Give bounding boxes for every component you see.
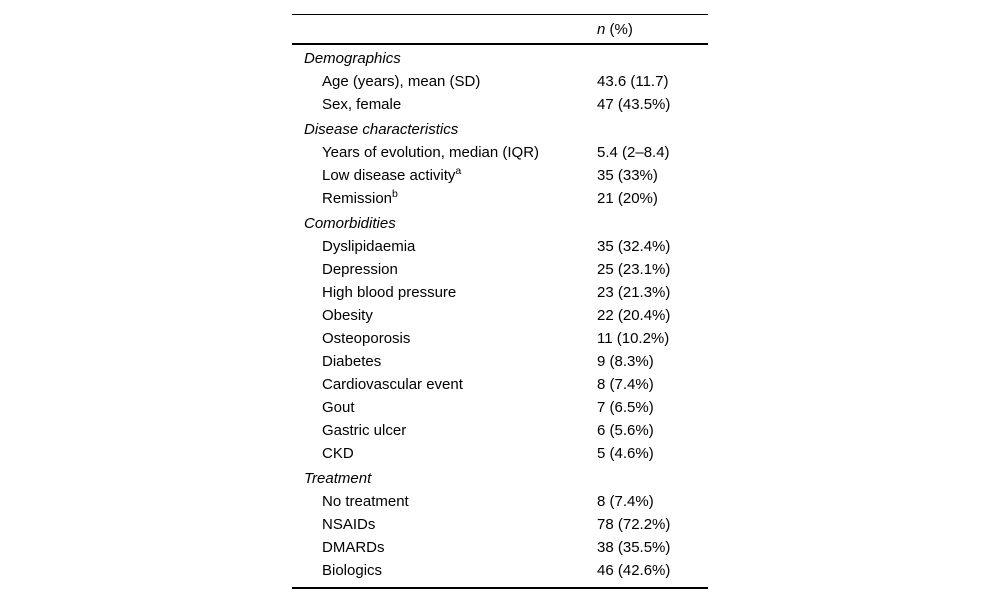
row-label-text: Remission (322, 190, 393, 207)
table-row-sex-female: Sex, female 47 (43.5%) (292, 93, 708, 116)
table-row-age: Age (years), mean (SD) 43.6 (11.7) (292, 70, 708, 93)
row-label: Age (years), mean (SD) (322, 73, 481, 90)
table-row-gastric-ulcer: Gastric ulcer 6 (5.6%) (292, 419, 708, 442)
table-row-diabetes: Diabetes 9 (8.3%) (292, 350, 708, 373)
table-row-dyslipidaemia: Dyslipidaemia 35 (32.4%) (292, 235, 708, 258)
row-value: 7 (6.5%) (597, 399, 654, 416)
section-row-comorbidities: Comorbidities (292, 212, 708, 235)
header-n-symbol: n (597, 20, 606, 38)
table-body: Demographics Age (years), mean (SD) 43.6… (292, 47, 708, 589)
row-label: Years of evolution, median (IQR) (322, 144, 540, 161)
table-row-low-disease-activity: Low disease activitya 35 (33%) (292, 164, 708, 187)
row-value: 43.6 (11.7) (597, 73, 669, 90)
footnote-marker-a: a (455, 165, 462, 177)
table-row-ckd: CKD 5 (4.6%) (292, 442, 708, 465)
row-label: Diabetes (322, 353, 382, 370)
row-label: Sex, female (322, 96, 402, 113)
table-row-gout: Gout 7 (6.5%) (292, 396, 708, 419)
row-label: Osteoporosis (322, 330, 411, 347)
section-row-disease-characteristics: Disease characteristics (292, 118, 708, 141)
row-label: Biologics (322, 562, 383, 579)
table-row-depression: Depression 25 (23.1%) (292, 258, 708, 281)
row-value: 35 (32.4%) (597, 238, 671, 255)
footnote-marker-b: b (392, 188, 398, 200)
table-row-remission: Remissionb 21 (20%) (292, 187, 708, 210)
row-value: 25 (23.1%) (597, 261, 671, 278)
table-row-years-of-evolution: Years of evolution, median (IQR) 5.4 (2–… (292, 141, 708, 164)
table-row-no-treatment: No treatment 8 (7.4%) (292, 490, 708, 513)
row-label: No treatment (322, 493, 409, 510)
row-label: Depression (322, 261, 398, 278)
row-value: 35 (33%) (597, 167, 658, 184)
table-row-nsaids: NSAIDs 78 (72.2%) (292, 513, 708, 536)
row-value: 5 (4.6%) (597, 445, 654, 462)
row-value: 46 (42.6%) (597, 562, 671, 579)
row-label: Obesity (322, 307, 373, 324)
table-row-high-blood-pressure: High blood pressure 23 (21.3%) (292, 281, 708, 304)
row-value: 8 (7.4%) (597, 493, 654, 510)
row-value: 6 (5.6%) (597, 422, 654, 439)
table-header-row: n (%) (292, 15, 708, 45)
row-label: Dyslipidaemia (322, 238, 416, 255)
section-label: Demographics (304, 50, 401, 67)
row-label-text: Low disease activity (322, 167, 456, 184)
row-label: Gastric ulcer (322, 422, 407, 439)
row-label: Cardiovascular event (322, 376, 463, 393)
row-value: 23 (21.3%) (597, 284, 671, 301)
table-row-biologics: Biologics 46 (42.6%) (292, 559, 708, 582)
table-row-dmards: DMARDs 38 (35.5%) (292, 536, 708, 559)
row-value: 22 (20.4%) (597, 307, 671, 324)
row-value: 9 (8.3%) (597, 353, 654, 370)
row-label: NSAIDs (322, 516, 376, 533)
section-label: Comorbidities (304, 215, 396, 232)
section-label: Treatment (304, 470, 372, 487)
row-value: 5.4 (2–8.4) (597, 144, 670, 161)
section-row-demographics: Demographics (292, 47, 708, 70)
row-label: Gout (322, 399, 355, 416)
row-label: Remissionb (292, 188, 597, 207)
row-value: 21 (20%) (597, 190, 658, 207)
header-n-percent: n (%) (597, 22, 708, 37)
row-label: CKD (322, 445, 354, 462)
table-row-cardiovascular-event: Cardiovascular event 8 (7.4%) (292, 373, 708, 396)
table-row-obesity: Obesity 22 (20.4%) (292, 304, 708, 327)
row-label: High blood pressure (322, 284, 457, 301)
section-row-treatment: Treatment (292, 467, 708, 490)
table-row-osteoporosis: Osteoporosis 11 (10.2%) (292, 327, 708, 350)
row-label: Low disease activitya (292, 165, 597, 184)
row-label: DMARDs (322, 539, 385, 556)
patient-characteristics-table: n (%) Demographics Age (years), mean (SD… (292, 14, 708, 589)
row-value: 11 (10.2%) (597, 330, 670, 347)
row-value: 47 (43.5%) (597, 96, 671, 113)
row-value: 78 (72.2%) (597, 516, 671, 533)
row-value: 8 (7.4%) (597, 376, 654, 393)
row-value: 38 (35.5%) (597, 539, 671, 556)
section-label: Disease characteristics (304, 121, 459, 138)
header-percent-label: (%) (605, 20, 633, 38)
